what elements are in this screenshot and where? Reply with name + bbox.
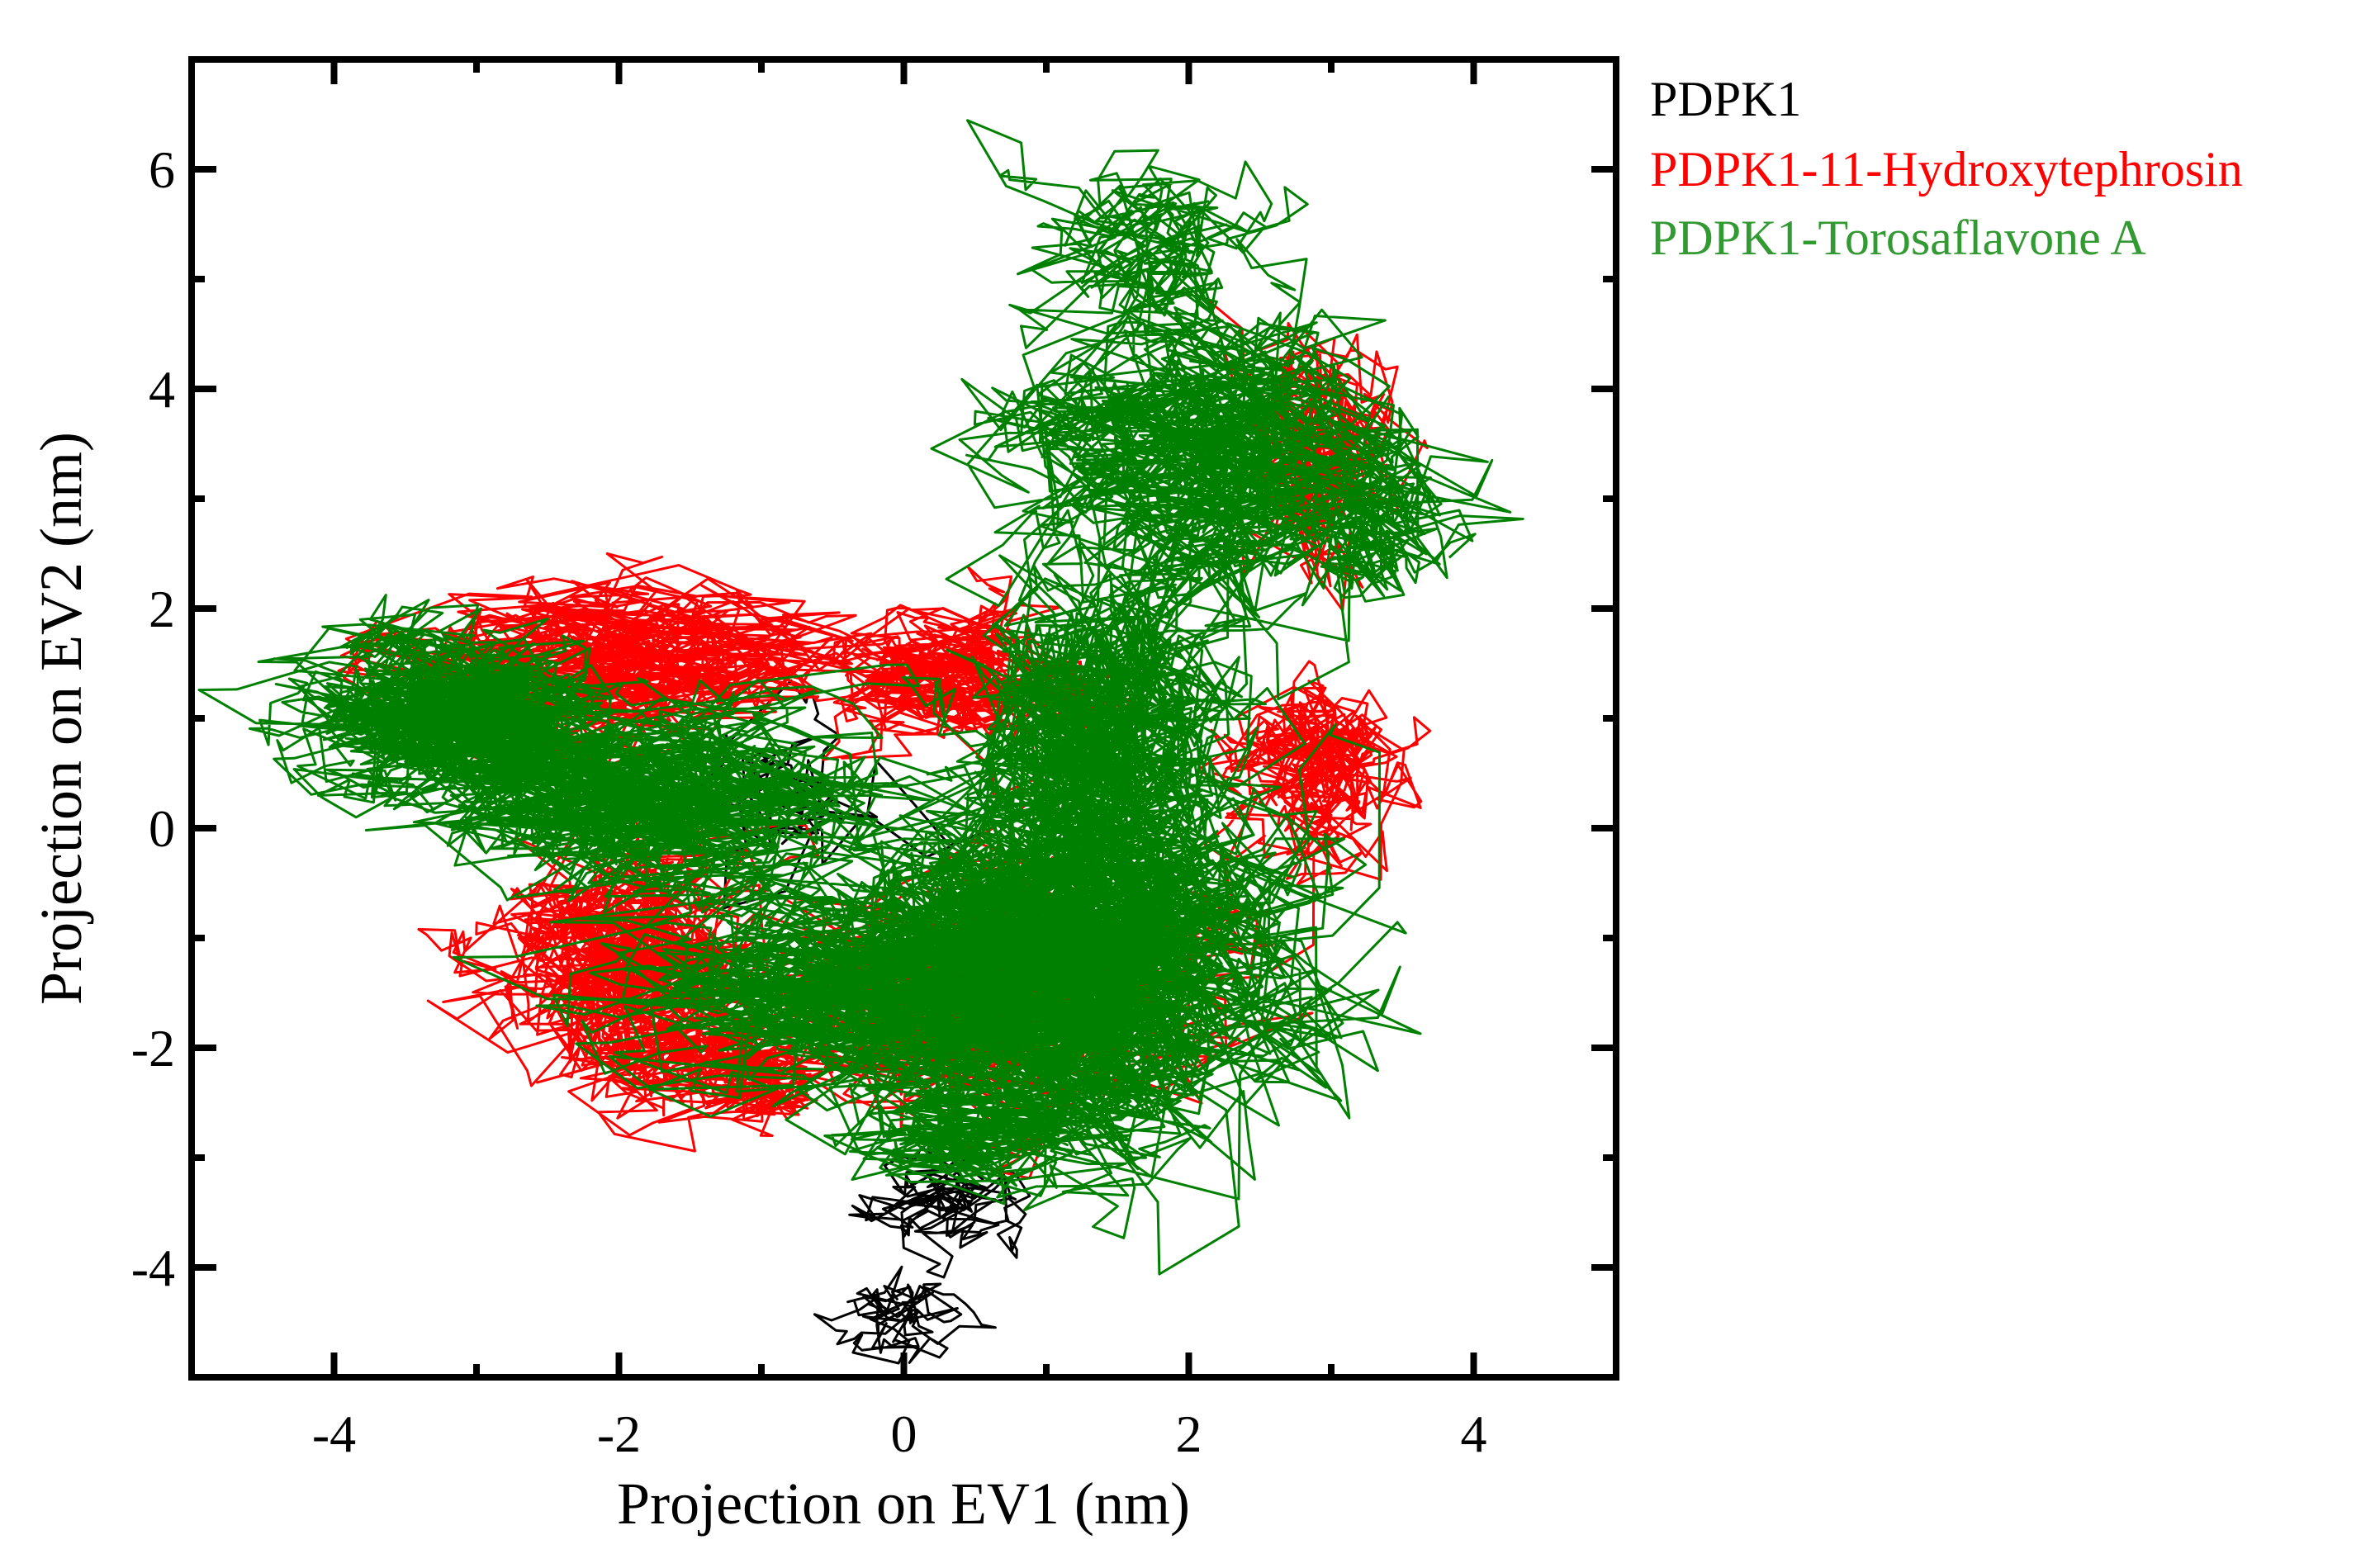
x-tick-label: 2	[1176, 1405, 1202, 1463]
y-axis-title: Projection on EV2 (nm)	[28, 432, 94, 1005]
y-tick-label: -4	[131, 1239, 175, 1297]
ticks-layer	[192, 59, 1616, 1377]
y-tick-label: 2	[149, 580, 175, 638]
x-tick-label: 4	[1461, 1405, 1487, 1463]
x-axis-title: Projection on EV1 (nm)	[617, 1471, 1190, 1537]
legend-entry-hydroxytephrosin: PDPK1-11-Hydroxytephrosin	[1650, 142, 2243, 197]
legend-entry-pdpk1: PDPK1	[1650, 72, 1801, 126]
y-tick-label: 6	[149, 140, 175, 199]
x-tick-label: 0	[891, 1405, 917, 1463]
y-tick-label: 0	[149, 799, 175, 858]
trajectory-layer	[197, 119, 1524, 1365]
series-2-trajectory	[197, 119, 1524, 1276]
y-tick-label: 4	[149, 360, 175, 419]
x-tick-label: -4	[312, 1405, 356, 1463]
x-tick-label: -2	[597, 1405, 641, 1463]
tick-labels: -4 -2 0 2 4 -4 -2 0 2 4 6	[131, 140, 1487, 1463]
legend: PDPK1 PDPK1-11-Hydroxytephrosin PDPK1-To…	[1650, 72, 2243, 265]
y-tick-label: -2	[131, 1019, 175, 1078]
legend-entry-torosaflavone: PDPK1-Torosaflavone A	[1650, 211, 2146, 265]
